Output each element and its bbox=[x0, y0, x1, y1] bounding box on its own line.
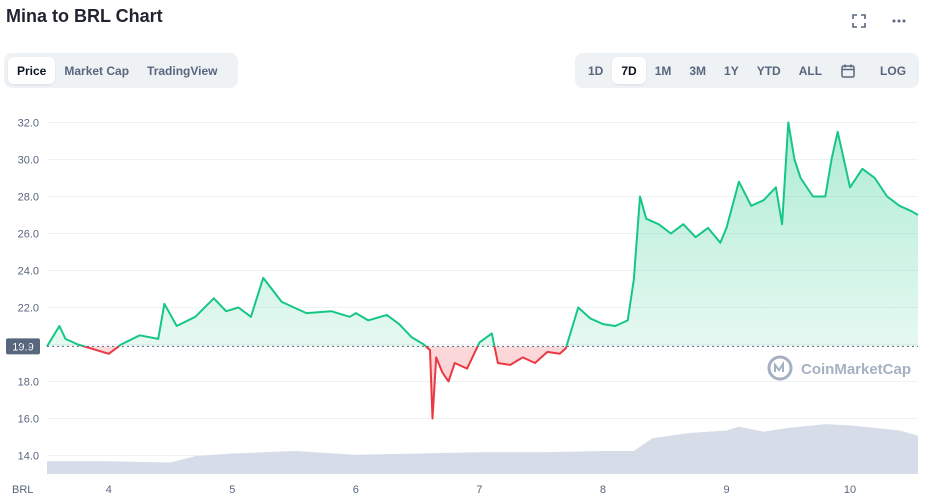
y-tick-label: 24.0 bbox=[18, 266, 39, 278]
volume-area-shape bbox=[47, 424, 918, 474]
y-tick-label: 32.0 bbox=[18, 118, 39, 130]
calendar-glyph bbox=[841, 64, 855, 78]
range-1d[interactable]: 1D bbox=[588, 63, 604, 78]
x-axis: 4 5 6 7 8 9 10 BRL bbox=[12, 484, 856, 496]
price-line bbox=[46, 121, 919, 420]
fullscreen-glyph bbox=[852, 14, 866, 28]
x-tick-label: 8 bbox=[600, 484, 606, 496]
baseline-value-box bbox=[6, 338, 40, 355]
range-1y[interactable]: 1Y bbox=[724, 63, 739, 78]
coinmarketcap-logo bbox=[767, 355, 793, 381]
volume-area bbox=[47, 424, 918, 474]
range-ytd[interactable]: YTD bbox=[756, 63, 781, 78]
chart-type-tabs: Price Market Cap TradingView bbox=[4, 53, 238, 88]
watermark: CoinMarketCap bbox=[767, 355, 911, 381]
x-tick-label: 9 bbox=[723, 484, 729, 496]
more-options-icon[interactable] bbox=[886, 8, 912, 34]
price-line-up bbox=[46, 121, 919, 347]
range-3m[interactable]: 3M bbox=[689, 63, 707, 78]
range-all[interactable]: ALL bbox=[798, 63, 823, 78]
range-1m[interactable]: 1M bbox=[654, 63, 672, 78]
fullscreen-icon[interactable] bbox=[846, 8, 872, 34]
more-glyph bbox=[892, 19, 906, 23]
y-tick-label: 22.0 bbox=[18, 303, 39, 315]
currency-label: BRL bbox=[12, 484, 33, 496]
time-range-selector: 1D 7D 1M 3M 1Y YTD ALL LOG bbox=[575, 53, 919, 88]
y-tick-label: 18.0 bbox=[18, 377, 39, 389]
x-tick-label: 10 bbox=[844, 484, 856, 496]
y-tick-label: 28.0 bbox=[18, 192, 39, 204]
y-tick-label: 26.0 bbox=[18, 229, 39, 241]
price-area bbox=[47, 122, 918, 419]
y-tick-label: 30.0 bbox=[18, 155, 39, 167]
x-tick-label: 6 bbox=[353, 484, 359, 496]
calendar-icon[interactable] bbox=[831, 57, 865, 84]
chart-title: Mina to BRL Chart bbox=[6, 6, 163, 26]
price-area-up bbox=[47, 122, 918, 347]
x-tick-label: 4 bbox=[106, 484, 112, 496]
x-tick-label: 5 bbox=[229, 484, 235, 496]
tab-price[interactable]: Price bbox=[8, 57, 56, 84]
y-axis: 14.0 16.0 18.0 20.0 22.0 24.0 26.0 28.0 30.0 32.0 bbox=[18, 118, 39, 463]
watermark-text: CoinMarketCap bbox=[801, 361, 911, 378]
baseline-value-label: 19.9 bbox=[12, 341, 33, 353]
tab-market-cap[interactable]: Market Cap bbox=[64, 63, 130, 78]
logo-mark bbox=[774, 360, 784, 372]
baseline: 19.9 bbox=[6, 338, 918, 355]
price-chart[interactable]: 19.9 14.0 16.0 18.0 20.0 22.0 24.0 26.0 28.0 30.… bbox=[0, 100, 925, 499]
y-tick-label: 20.0 bbox=[18, 340, 39, 352]
tab-tradingview[interactable]: TradingView bbox=[147, 63, 218, 78]
range-7d[interactable]: 7D bbox=[612, 57, 646, 84]
x-tick-label: 7 bbox=[476, 484, 482, 496]
y-tick-label: 14.0 bbox=[18, 451, 39, 463]
log-scale-toggle[interactable]: LOG bbox=[880, 63, 907, 78]
price-area-down bbox=[47, 346, 567, 419]
logo-ring bbox=[767, 355, 793, 381]
y-tick-label: 16.0 bbox=[18, 414, 39, 426]
price-line-down bbox=[46, 346, 568, 420]
